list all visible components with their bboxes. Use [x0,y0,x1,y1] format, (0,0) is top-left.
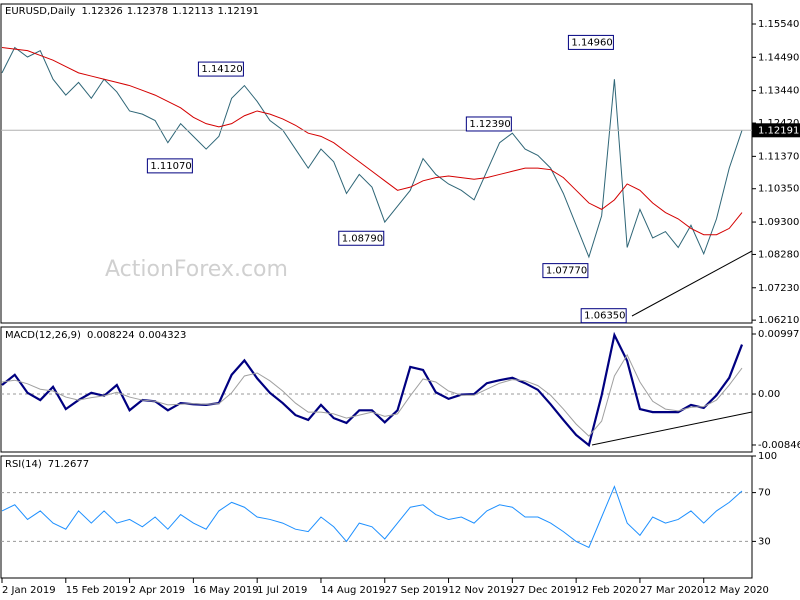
x-tick-label: 12 Feb 2020 [576,585,638,596]
price-label-box [580,308,627,324]
y-tick-label: 1.06210 [758,315,799,326]
price-label-box [465,116,512,132]
price-label: 1.14120 [201,64,242,75]
rsi-panel [0,455,753,579]
y-tick-label: 1.13440 [758,86,799,97]
y-tick-label: 30 [758,536,771,547]
x-tick-label: 2 Apr 2019 [130,585,185,596]
price-label-box [338,230,385,246]
macd-value: 0.008224 [87,330,135,341]
x-tick-label: 27 Sep 2019 [385,585,448,596]
price-label: 1.12390 [469,119,510,130]
symbol: EURUSD,Daily [5,6,76,17]
y-tick-label: 0.00 [758,389,780,400]
signal-value: 0.004323 [139,330,187,341]
rsi-header: RSI(14) 71.2677 [5,459,89,470]
trend-line [631,250,753,317]
series-line [1,46,743,236]
y-tick-label: 1.08280 [758,249,799,260]
current-price-box [752,123,800,138]
macd-panel [0,326,753,453]
x-tick-label: 16 May 2019 [193,585,258,596]
y-tick-label: 1.07230 [758,283,799,294]
x-tick-label: 15 Feb 2019 [66,585,128,596]
x-tick-label: 27 Dec 2019 [512,585,576,596]
x-tick-label: 12 Nov 2019 [449,585,513,596]
x-tick-label: 2 Jan 2019 [2,585,56,596]
macd-title: MACD(12,26,9) [5,330,81,341]
y-tick-label: 1.11370 [758,151,799,162]
series-line [1,485,743,549]
rsi-title: RSI(14) [5,459,42,470]
price-label-box [567,34,614,50]
price-label: 1.14960 [571,37,612,48]
x-tick-label: 14 Aug 2019 [321,585,385,596]
price-label-box [197,61,244,77]
price-label: 1.07770 [546,266,587,277]
y-tick-label: 1.15540 [758,19,799,30]
watermark: ActionForex.com [105,257,288,282]
price-label: 1.08790 [342,233,383,244]
price-label-box [146,158,193,174]
x-tick-label: 1 Jul 2019 [257,585,307,596]
y-tick-label: 1.10350 [758,184,799,195]
price-label: 1.11070 [150,161,191,172]
y-tick-label: 70 [758,488,771,499]
price-panel [0,3,753,324]
high: 1.12378 [127,6,168,17]
price-label-box [542,263,589,279]
macd-header: MACD(12,26,9) 0.008224 0.004323 [5,330,186,341]
series-line [1,353,743,437]
price-header: EURUSD,Daily 1.12326 1.12378 1.12113 1.12191 [5,6,259,17]
price-label: 1.06350 [584,311,625,322]
y-tick-label: 100 [758,451,777,462]
rsi-value: 71.2677 [48,459,89,470]
x-tick-label: 12 May 2020 [704,585,769,596]
current-price-label: 1.12191 [758,125,799,136]
open: 1.12326 [81,6,122,17]
y-tick-label: 1.14490 [758,52,799,63]
y-tick-label: -0.008464 [758,440,800,451]
trend-line [591,411,753,446]
y-tick-label: 0.009978 [758,329,800,340]
series-line [1,46,743,259]
x-tick-label: 27 Mar 2020 [640,585,703,596]
low: 1.12113 [172,6,213,17]
close: 1.12191 [218,6,259,17]
series-line [1,331,744,448]
y-tick-label: 1.09300 [758,217,799,228]
